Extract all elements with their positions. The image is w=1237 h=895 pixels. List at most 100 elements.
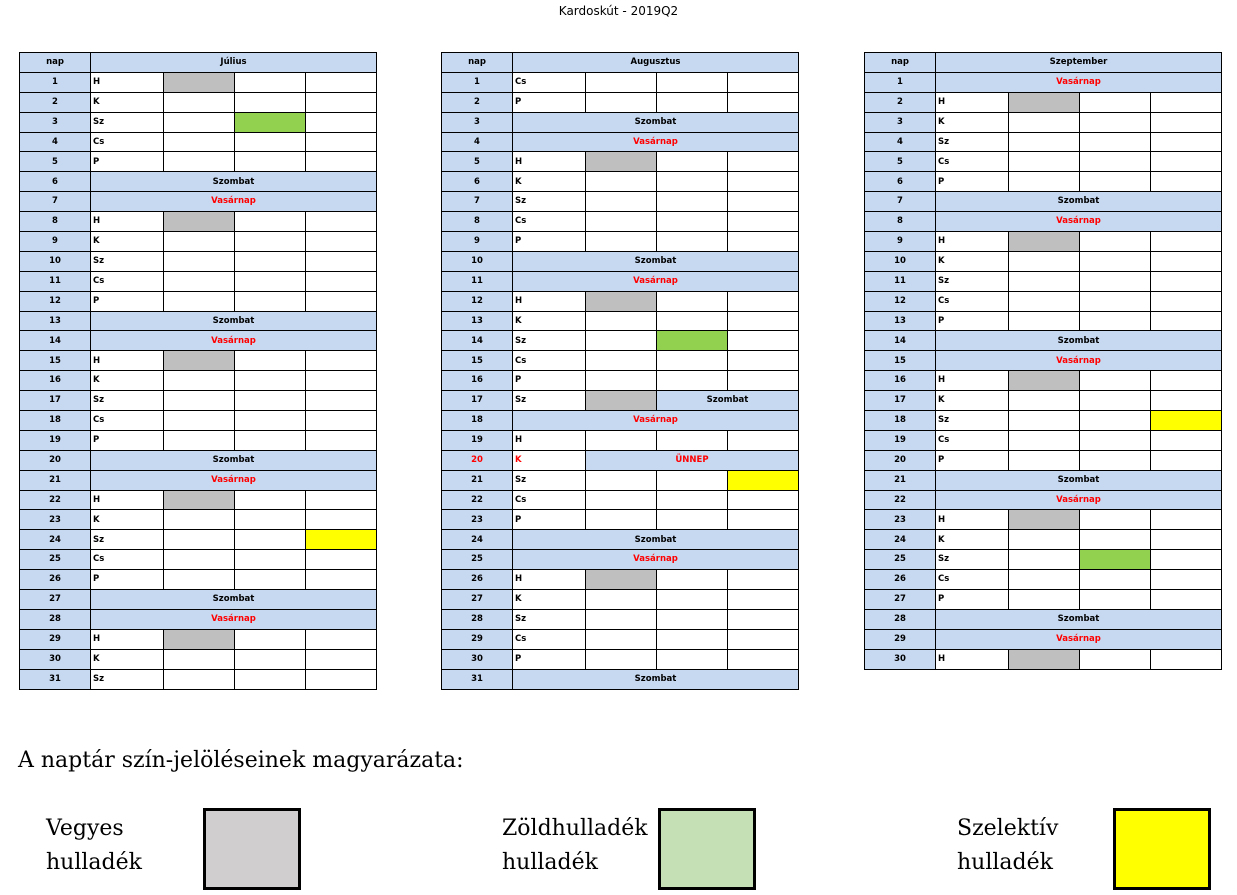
weekday-label: Sz bbox=[90, 111, 164, 133]
saturday-cell: Szombat bbox=[512, 250, 799, 272]
day-row: 7 Vasárnap bbox=[19, 191, 377, 213]
day-row: 1 Cs bbox=[441, 71, 799, 93]
nap-header: nap bbox=[864, 52, 936, 73]
empty-cell bbox=[1150, 91, 1222, 113]
legend-swatch-mixed bbox=[203, 808, 301, 890]
day-row: 21 Sz bbox=[441, 469, 799, 491]
empty-cell bbox=[1008, 151, 1080, 173]
day-number: 15 bbox=[864, 350, 936, 372]
empty-cell bbox=[1008, 310, 1080, 332]
day-row: 27 Szombat bbox=[19, 589, 377, 610]
weekday-label: Sz bbox=[90, 668, 164, 690]
day-number: 13 bbox=[441, 310, 513, 332]
legend-swatch-selective bbox=[1113, 808, 1211, 890]
day-row: 29 Vasárnap bbox=[864, 628, 1222, 650]
saturday-cell: Szombat bbox=[935, 608, 1222, 630]
weekday-label: K bbox=[512, 589, 586, 610]
day-number: 23 bbox=[19, 509, 91, 531]
mark-cell-green bbox=[1079, 549, 1151, 571]
weekday-label: H bbox=[935, 91, 1009, 113]
day-number: 25 bbox=[864, 549, 936, 571]
empty-cell bbox=[163, 290, 235, 312]
day-number: 22 bbox=[864, 489, 936, 511]
day-number: 1 bbox=[19, 71, 91, 93]
day-row: 30 H bbox=[864, 648, 1222, 670]
day-number: 3 bbox=[19, 111, 91, 133]
day-row: 17 Sz bbox=[19, 390, 377, 412]
empty-cell bbox=[727, 91, 799, 113]
day-row: 31 Szombat bbox=[441, 668, 799, 690]
mark-cell-mixed bbox=[1008, 370, 1080, 392]
day-number: 7 bbox=[864, 191, 936, 213]
empty-cell bbox=[1150, 171, 1222, 193]
empty-cell bbox=[656, 350, 728, 372]
nap-header: nap bbox=[441, 52, 513, 73]
empty-cell bbox=[234, 131, 306, 153]
day-number: 10 bbox=[441, 250, 513, 272]
empty-cell bbox=[1150, 131, 1222, 153]
saturday-cell: Szombat bbox=[935, 469, 1222, 491]
empty-cell bbox=[163, 231, 235, 252]
empty-cell bbox=[1008, 429, 1080, 451]
saturday-cell: Szombat bbox=[935, 330, 1222, 352]
day-row: 31 Sz bbox=[19, 668, 377, 690]
empty-cell bbox=[656, 429, 728, 451]
saturday-cell: Szombat bbox=[90, 171, 377, 193]
weekday-label: H bbox=[935, 370, 1009, 392]
empty-cell bbox=[656, 569, 728, 591]
day-row: 16 H bbox=[864, 370, 1222, 392]
weekday-label: Cs bbox=[935, 569, 1009, 591]
day-row: 15 H bbox=[19, 350, 377, 372]
weekday-label: H bbox=[90, 71, 164, 93]
empty-cell bbox=[305, 549, 377, 571]
sunday-cell: Vasárnap bbox=[935, 489, 1222, 511]
mark-cell-selective bbox=[305, 529, 377, 551]
day-row: 21 Szombat bbox=[864, 469, 1222, 491]
day-number: 10 bbox=[19, 250, 91, 272]
weekday-label: Sz bbox=[90, 250, 164, 272]
day-number: 26 bbox=[441, 569, 513, 591]
empty-cell bbox=[585, 171, 657, 193]
empty-cell bbox=[305, 390, 377, 412]
empty-cell bbox=[1008, 410, 1080, 431]
weekday-label: H bbox=[512, 569, 586, 591]
mark-cell-mixed bbox=[1008, 648, 1080, 670]
day-row: 26 H bbox=[441, 569, 799, 591]
empty-cell bbox=[1079, 449, 1151, 471]
empty-cell bbox=[656, 608, 728, 630]
day-row: 10 K bbox=[864, 250, 1222, 272]
weekday-label: P bbox=[90, 151, 164, 173]
weekday-label: Cs bbox=[90, 270, 164, 292]
empty-cell bbox=[656, 489, 728, 511]
day-row: 6 Szombat bbox=[19, 171, 377, 193]
empty-cell bbox=[234, 628, 306, 650]
sunday-cell: Vasárnap bbox=[90, 330, 377, 352]
empty-cell bbox=[234, 410, 306, 431]
empty-cell bbox=[1008, 270, 1080, 292]
empty-cell bbox=[234, 529, 306, 551]
empty-cell bbox=[1079, 151, 1151, 173]
mark-cell-mixed bbox=[1008, 231, 1080, 252]
empty-cell bbox=[305, 569, 377, 591]
empty-cell bbox=[305, 648, 377, 670]
empty-cell bbox=[305, 250, 377, 272]
day-number: 29 bbox=[19, 628, 91, 650]
day-row: 18 Sz bbox=[864, 410, 1222, 431]
day-row: 24 Sz bbox=[19, 529, 377, 551]
day-row: 13 Szombat bbox=[19, 310, 377, 332]
day-row: 20 P bbox=[864, 449, 1222, 471]
empty-cell bbox=[1008, 290, 1080, 312]
empty-cell bbox=[585, 648, 657, 670]
empty-cell bbox=[163, 509, 235, 531]
empty-cell bbox=[234, 429, 306, 451]
weekday-label: Sz bbox=[935, 549, 1009, 571]
empty-cell bbox=[1150, 648, 1222, 670]
weekday-label: K bbox=[90, 231, 164, 252]
legend-label-line1: Zöldhulladék bbox=[502, 816, 648, 841]
empty-cell bbox=[585, 429, 657, 451]
empty-cell bbox=[1150, 151, 1222, 173]
day-number: 30 bbox=[19, 648, 91, 670]
weekday-label: P bbox=[935, 310, 1009, 332]
